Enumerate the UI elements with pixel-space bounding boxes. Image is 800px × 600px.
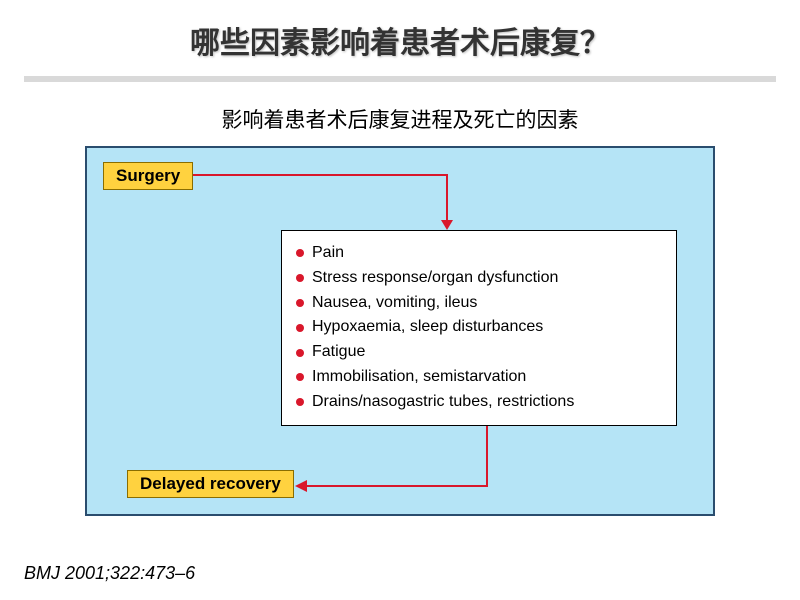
flow-diagram: Surgery Pain Stress response/organ dysfu… [85,146,715,516]
factor-label: Fatigue [312,340,365,365]
citation: BMJ 2001;322:473–6 [24,563,195,584]
factor-label: Immobilisation, semistarvation [312,365,526,390]
bullet-icon [296,398,304,406]
factor-item: Fatigue [296,340,662,365]
bullet-icon [296,299,304,307]
factor-item: Immobilisation, semistarvation [296,365,662,390]
title-divider [24,76,776,82]
bullet-icon [296,349,304,357]
factor-item: Nausea, vomiting, ileus [296,291,662,316]
factor-item: Drains/nasogastric tubes, restrictions [296,390,662,415]
factor-label: Stress response/organ dysfunction [312,266,558,291]
bullet-icon [296,249,304,257]
factor-item: Pain [296,241,662,266]
page-title: 哪些因素影响着患者术后康复？ [0,0,800,62]
node-factors: Pain Stress response/organ dysfunction N… [281,230,677,426]
node-surgery: Surgery [103,162,193,190]
factor-item: Hypoxaemia, sleep disturbances [296,315,662,340]
factor-label: Nausea, vomiting, ileus [312,291,477,316]
factor-item: Stress response/organ dysfunction [296,266,662,291]
factor-label: Pain [312,241,344,266]
node-delayed-recovery: Delayed recovery [127,470,294,498]
bullet-icon [296,324,304,332]
bullet-icon [296,373,304,381]
bullet-icon [296,274,304,282]
factor-label: Drains/nasogastric tubes, restrictions [312,390,574,415]
subtitle: 影响着患者术后康复进程及死亡的因素 [0,104,800,134]
factor-label: Hypoxaemia, sleep disturbances [312,315,543,340]
